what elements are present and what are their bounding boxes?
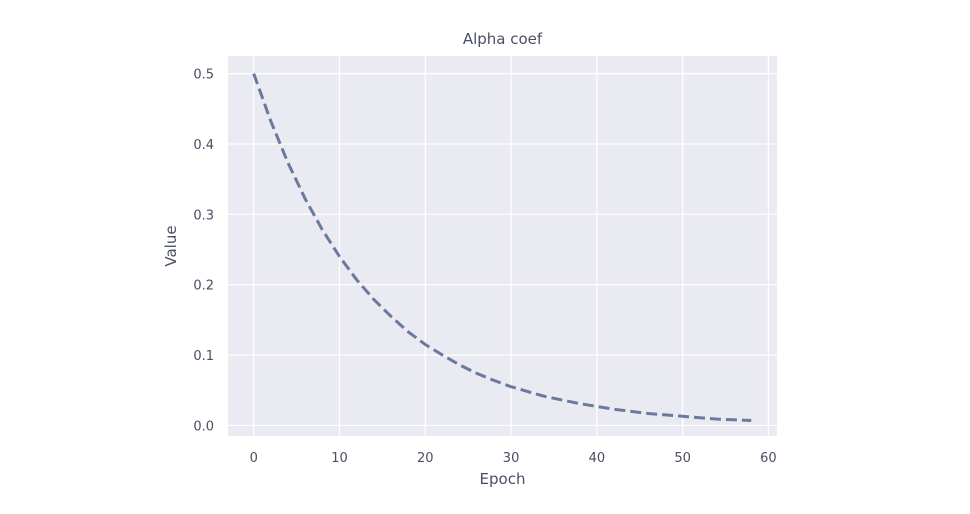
- y-tick-label: 0.2: [193, 279, 214, 294]
- plot-area: [228, 56, 777, 436]
- series-line: [252, 73, 752, 423]
- x-tick-label: 20: [417, 451, 434, 466]
- x-axis-ticks: 0 10 20 30 40 50 60: [250, 451, 777, 466]
- x-tick-label: 60: [760, 451, 777, 466]
- y-tick-label: 0.0: [193, 419, 214, 434]
- grid: [228, 56, 777, 436]
- plot-background: [228, 56, 777, 436]
- y-axis-ticks: 0.0 0.1 0.2 0.3 0.4 0.5: [193, 68, 214, 435]
- x-axis-label: Epoch: [480, 470, 526, 488]
- y-tick-label: 0.1: [193, 349, 214, 364]
- x-tick-label: 30: [503, 451, 520, 466]
- x-tick-label: 50: [674, 451, 691, 466]
- line-series: [252, 73, 752, 423]
- y-tick-label: 0.4: [193, 138, 214, 153]
- series-layer: [252, 73, 752, 423]
- x-tick-label: 10: [331, 451, 348, 466]
- y-axis-label: Value: [162, 225, 180, 266]
- x-tick-label: 40: [589, 451, 606, 466]
- x-tick-label: 0: [250, 451, 258, 466]
- chart-title: Alpha coef: [463, 30, 543, 48]
- y-tick-label: 0.5: [193, 68, 214, 83]
- y-tick-label: 0.3: [193, 208, 214, 223]
